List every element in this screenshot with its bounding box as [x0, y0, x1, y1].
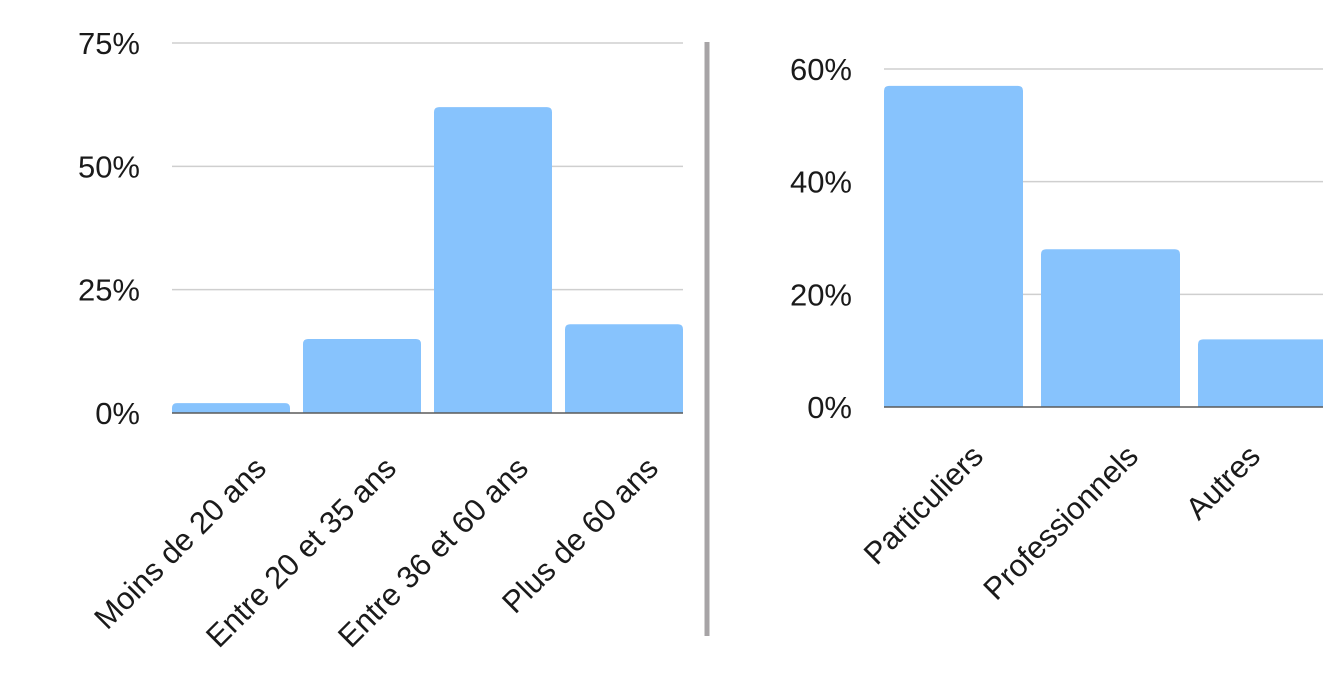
bar	[1041, 249, 1180, 407]
x-category-label: Particuliers	[857, 438, 990, 571]
bar	[434, 107, 552, 413]
bar	[1198, 339, 1323, 407]
y-tick-label: 60%	[790, 52, 852, 87]
x-category-label: Professionnels	[976, 438, 1145, 607]
y-tick-label: 25%	[78, 273, 140, 308]
x-category-label: Autres	[1179, 438, 1267, 526]
y-tick-label: 40%	[790, 165, 852, 200]
y-tick-label: 20%	[790, 277, 852, 312]
y-tick-label: 0%	[807, 390, 852, 425]
y-tick-label: 0%	[95, 396, 140, 431]
bar	[565, 324, 683, 413]
y-tick-label: 75%	[78, 26, 140, 61]
bar	[303, 339, 421, 413]
bar	[172, 403, 290, 413]
y-tick-label: 50%	[78, 149, 140, 184]
bar	[884, 85, 1023, 408]
